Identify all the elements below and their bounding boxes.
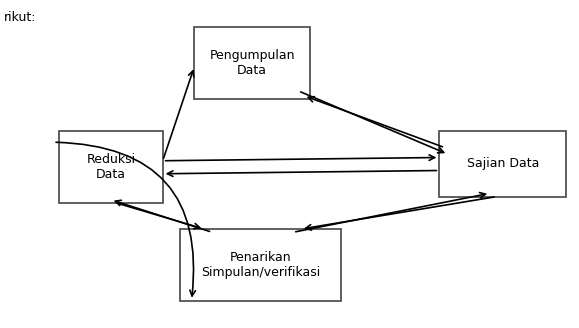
FancyBboxPatch shape: [180, 229, 342, 300]
FancyBboxPatch shape: [59, 132, 163, 203]
Text: Reduksi
Data: Reduksi Data: [86, 153, 135, 181]
FancyBboxPatch shape: [195, 28, 310, 99]
Text: rikut:: rikut:: [4, 11, 37, 24]
Text: Sajian Data: Sajian Data: [467, 157, 539, 171]
Text: Penarikan
Simpulan/verifikasi: Penarikan Simpulan/verifikasi: [201, 251, 320, 279]
FancyBboxPatch shape: [439, 132, 566, 196]
Text: Pengumpulan
Data: Pengumpulan Data: [209, 49, 295, 77]
FancyArrowPatch shape: [56, 142, 195, 296]
